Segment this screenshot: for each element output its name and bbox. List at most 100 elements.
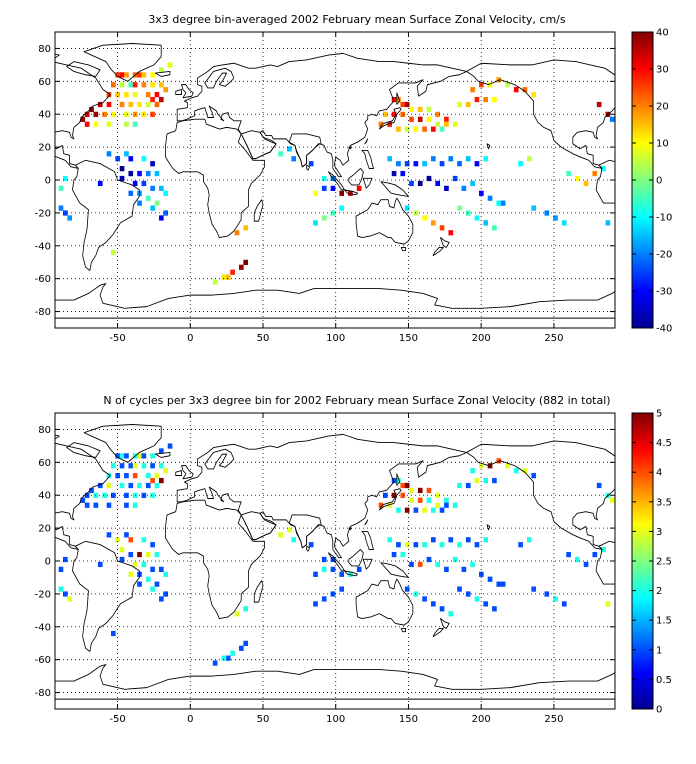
cycles-bin-cell	[439, 507, 445, 513]
velocity-bin-cell	[225, 274, 231, 280]
velocity-colorbar-tick-label: 10	[656, 139, 669, 150]
cycles-bin-cell	[167, 443, 173, 449]
velocity-bin-cell	[465, 101, 471, 108]
cycles-bin-cell	[63, 591, 68, 597]
cycles-bin-cell	[583, 561, 589, 568]
cycles-bin-cell	[457, 586, 462, 592]
velocity-bin-cell	[119, 166, 125, 172]
cycles-bin-cell	[435, 492, 441, 498]
velocity-bin-cell	[80, 116, 86, 122]
cycles-bin-cell	[431, 507, 436, 513]
cycles-bin-cell	[115, 473, 121, 479]
velocity-bin-cell	[356, 185, 362, 191]
velocity-bin-cell	[500, 200, 506, 206]
velocity-bin-cell	[287, 146, 292, 152]
cycles-bin-cell	[409, 561, 414, 568]
velocity-colorbar-ticks: 40 30 20 10 0 -10 -20 -30 -40	[632, 28, 672, 335]
velocity-bin-cell	[150, 72, 155, 78]
cycles-bin-cell	[159, 448, 164, 454]
velocity-bin-cell	[163, 210, 169, 216]
velocity-bin-cell	[115, 92, 121, 98]
cycles-bin-cell	[128, 463, 134, 469]
cycles-bin-cell	[230, 650, 235, 656]
cycles-bin-cell	[426, 497, 432, 503]
velocity-bin-cell	[124, 72, 129, 78]
cycles-y-tick-label: -20	[35, 589, 51, 600]
velocity-y-tick-label: -20	[35, 208, 51, 219]
cycles-bin-cell	[141, 537, 147, 543]
velocity-y-tick-label: 80	[38, 44, 51, 55]
cycles-bin-cell	[163, 591, 169, 597]
cycles-y-tick-label: -60	[35, 655, 51, 666]
velocity-bin-cell	[531, 205, 537, 211]
cycles-bin-cell	[132, 463, 138, 469]
cycles-bin-cell	[141, 561, 147, 568]
velocity-bin-cell	[483, 96, 489, 103]
velocity-y-tick-label: 40	[38, 110, 51, 121]
velocity-bin-cell	[409, 180, 414, 187]
velocity-bin-cell	[145, 170, 151, 177]
velocity-bin-cell	[422, 126, 427, 132]
cycles-bin-cell	[492, 477, 497, 484]
velocity-bin-cell	[378, 121, 384, 127]
velocity-bin-cell	[106, 121, 112, 127]
cycles-colorbar-tick-label: 2.5	[656, 557, 672, 568]
cycles-bin-cell	[137, 453, 142, 459]
velocity-bin-cell	[439, 126, 445, 132]
velocity-bin-cell	[527, 156, 532, 162]
velocity-bin-cell	[592, 170, 598, 177]
velocity-bin-cell	[308, 161, 314, 167]
velocity-bin-cell	[400, 111, 406, 117]
cycles-bin-cell	[132, 473, 138, 479]
cycles-bin-cell	[378, 502, 384, 508]
velocity-bin-cell	[145, 101, 151, 108]
cycles-bin-cell	[115, 453, 121, 459]
cycles-bin-cell	[426, 487, 432, 494]
cycles-bin-cell	[287, 527, 292, 533]
cycles-bin-cell	[474, 477, 480, 484]
velocity-bin-cell	[465, 210, 471, 216]
velocity-bin-cell	[435, 180, 441, 187]
cycles-bin-cell	[313, 601, 318, 607]
velocity-bin-cell	[439, 225, 445, 231]
cycles-bin-cell	[111, 463, 116, 469]
velocity-bin-cell	[596, 101, 602, 108]
velocity-bin-cell	[167, 62, 173, 68]
velocity-bin-cell	[58, 185, 64, 191]
velocity-bin-cell	[409, 106, 414, 113]
velocity-y-tick-label: 60	[38, 77, 51, 88]
cycles-bin-cell	[404, 542, 410, 548]
velocity-bin-cell	[452, 175, 458, 182]
velocity-colorbar-tick-label: 30	[656, 65, 669, 76]
velocity-bin-cell	[544, 210, 550, 216]
velocity-bin-cell	[141, 156, 147, 162]
cycles-bin-cell	[396, 542, 401, 548]
velocity-bin-cell	[496, 200, 502, 206]
cycles-bin-cell	[435, 561, 441, 568]
cycles-bin-cell	[93, 502, 99, 508]
cycles-x-tick-label: 150	[399, 714, 418, 725]
velocity-bin-cell	[483, 220, 489, 226]
cycles-bin-cell	[119, 463, 125, 469]
velocity-bin-cell	[137, 170, 142, 177]
cycles-bin-cell	[522, 468, 528, 474]
cycles-bin-cell	[339, 586, 345, 592]
velocity-bin-cell	[313, 190, 318, 196]
velocity-bin-cell	[111, 249, 116, 256]
cycles-coastline	[55, 423, 615, 700]
cycles-colorbar-tick-label: 1.5	[656, 616, 672, 627]
cycles-bin-cell	[575, 556, 580, 563]
cycles-bin-cell	[154, 551, 160, 558]
cycles-bin-cell	[150, 463, 155, 469]
velocity-bin-cell	[128, 156, 134, 162]
cycles-bin-cell	[553, 596, 558, 602]
cycles-bin-cell	[159, 477, 164, 484]
cycles-bin-cell	[531, 586, 537, 592]
cycles-bin-cell	[124, 532, 129, 538]
cycles-bin-cell	[278, 532, 283, 538]
cycles-bin-cell	[609, 497, 615, 503]
velocity-bin-cell	[243, 259, 249, 265]
cycles-bin-cell	[150, 542, 155, 548]
cycles-bin-cell	[470, 468, 475, 474]
